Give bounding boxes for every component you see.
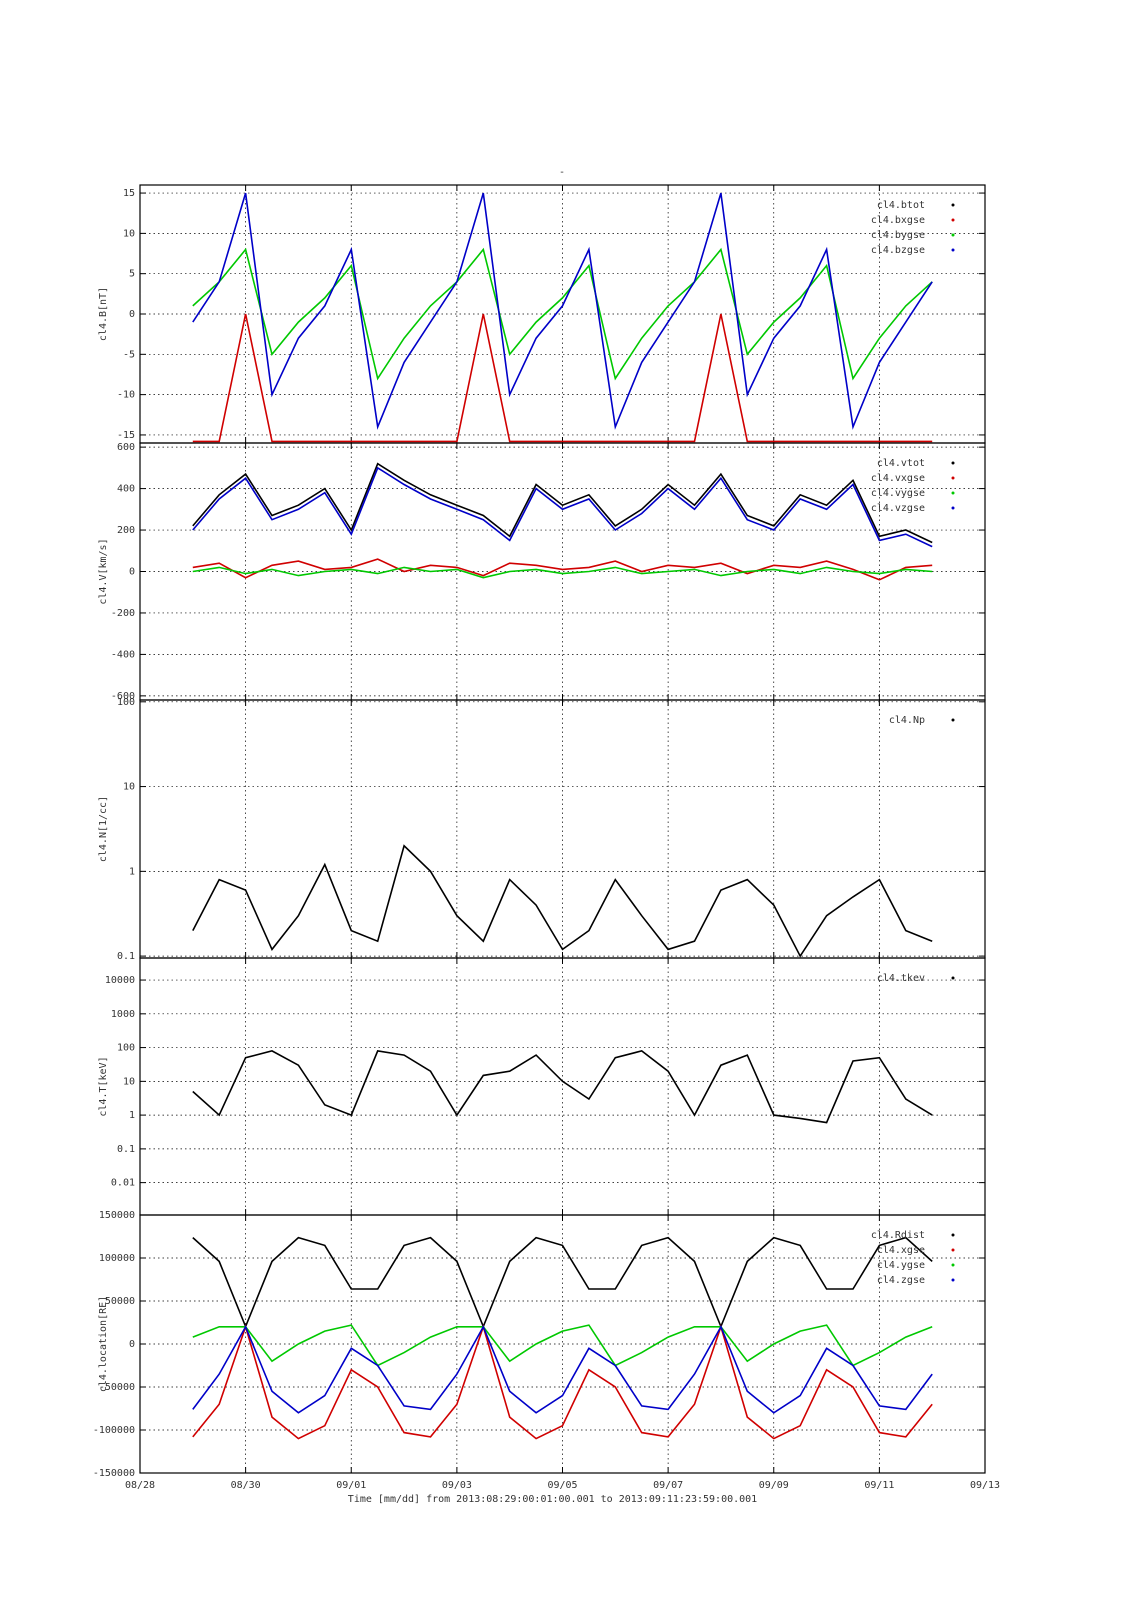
y-tick-label: 10 xyxy=(123,228,135,239)
y-tick-label: -5 xyxy=(123,349,135,360)
y-axis-label: cl4.location[RE] xyxy=(98,1296,109,1392)
legend-marker xyxy=(951,1278,955,1282)
legend-label: cl4.bzgse xyxy=(871,245,925,256)
y-tick-label: 400 xyxy=(117,484,135,495)
data-line xyxy=(192,466,933,548)
y-tick-label: -150000 xyxy=(93,1468,135,1479)
x-tick-label: 08/30 xyxy=(231,1480,261,1491)
y-tick-label: 10000 xyxy=(105,975,135,986)
plot-frame xyxy=(139,699,986,959)
y-tick-label: 100 xyxy=(117,1043,135,1054)
legend-label: cl4.zgse xyxy=(877,1275,925,1286)
legend-marker xyxy=(951,476,955,480)
y-tick-label: 10 xyxy=(123,1076,135,1087)
y-axis-label: cl4.T[keV] xyxy=(98,1056,109,1116)
data-line xyxy=(192,558,933,581)
y-tick-label: 5 xyxy=(129,269,135,280)
plot-frame xyxy=(139,957,986,1216)
legend-marker xyxy=(951,461,955,465)
legend-label: cl4.bygse xyxy=(871,230,925,241)
y-tick-label: 0.1 xyxy=(117,951,135,962)
legend-label: cl4.vygse xyxy=(871,488,925,499)
legend-label: cl4.bxgse xyxy=(871,215,925,226)
x-tick-label: 08/28 xyxy=(125,1480,155,1491)
x-tick-label: 09/09 xyxy=(759,1480,789,1491)
legend-marker xyxy=(951,1248,955,1252)
y-tick-label: 0 xyxy=(129,1339,135,1350)
legend-label: cl4.Rdist xyxy=(871,1230,925,1241)
y-tick-label: 0.1 xyxy=(117,1144,135,1155)
y-tick-label: -200 xyxy=(111,608,135,619)
chart-title: - xyxy=(559,167,565,178)
y-tick-label: 1 xyxy=(129,1110,135,1121)
y-tick-label: -50000 xyxy=(99,1382,135,1393)
legend-label: cl4.vzgse xyxy=(871,503,925,514)
data-line xyxy=(192,1324,933,1367)
legend-marker xyxy=(951,718,955,722)
legend-marker xyxy=(951,218,955,222)
y-tick-label: 10 xyxy=(123,782,135,793)
data-line xyxy=(192,192,933,430)
legend-marker xyxy=(951,976,955,980)
y-tick-label: 0 xyxy=(129,309,135,320)
y-tick-label: 1000 xyxy=(111,1009,135,1020)
legend-label: cl4.tkev xyxy=(877,973,925,984)
legend-label: cl4.btot xyxy=(877,200,925,211)
legend-label: cl4.ygse xyxy=(877,1260,925,1271)
data-line xyxy=(192,1050,933,1124)
data-line xyxy=(192,313,933,443)
data-line xyxy=(192,844,933,958)
x-tick-label: 09/03 xyxy=(442,1480,472,1491)
legend-label: cl4.Np xyxy=(889,715,925,726)
data-line xyxy=(192,1324,933,1440)
data-line xyxy=(192,1324,933,1414)
y-tick-label: 15 xyxy=(123,188,135,199)
y-tick-label: -15 xyxy=(117,430,135,441)
x-axis-label: Time [mm/dd] from 2013:08:29:00:01:00.00… xyxy=(348,1494,757,1505)
legend-label: cl4.vtot xyxy=(877,458,925,469)
y-axis-label: cl4.V[km/s] xyxy=(98,538,109,604)
y-tick-label: 150000 xyxy=(99,1210,135,1221)
y-tick-label: -400 xyxy=(111,649,135,660)
legend-label: cl4.xgse xyxy=(877,1245,925,1256)
y-tick-label: 50000 xyxy=(105,1296,135,1307)
plot-frame xyxy=(139,1214,986,1474)
x-tick-label: 09/07 xyxy=(653,1480,683,1491)
x-tick-label: 09/13 xyxy=(970,1480,1000,1491)
x-tick-label: 09/11 xyxy=(864,1480,894,1491)
data-line xyxy=(192,566,933,579)
y-tick-label: 100 xyxy=(117,697,135,708)
legend-marker xyxy=(951,491,955,495)
y-tick-label: -10 xyxy=(117,390,135,401)
y-tick-label: -600 xyxy=(111,691,135,702)
legend-marker xyxy=(951,506,955,510)
data-line xyxy=(192,247,933,381)
y-tick-label: 1 xyxy=(129,866,135,877)
data-line xyxy=(192,462,933,544)
x-tick-label: 09/01 xyxy=(336,1480,366,1491)
legend-marker xyxy=(951,1263,955,1267)
legend-marker xyxy=(951,203,955,207)
y-tick-label: 200 xyxy=(117,525,135,536)
y-axis-label: cl4.N[1/cc] xyxy=(98,796,109,862)
y-tick-label: 100000 xyxy=(99,1253,135,1264)
legend-marker xyxy=(951,248,955,252)
y-tick-label: 0.01 xyxy=(111,1178,135,1189)
y-axis-label: cl4.B[nT] xyxy=(98,287,109,341)
y-tick-label: 0 xyxy=(129,567,135,578)
y-tick-label: 600 xyxy=(117,442,135,453)
data-line xyxy=(192,1236,933,1329)
y-tick-label: -100000 xyxy=(93,1425,135,1436)
legend-label: cl4.vxgse xyxy=(871,473,925,484)
x-tick-label: 09/05 xyxy=(547,1480,577,1491)
legend-marker xyxy=(951,233,955,237)
legend-marker xyxy=(951,1233,955,1237)
